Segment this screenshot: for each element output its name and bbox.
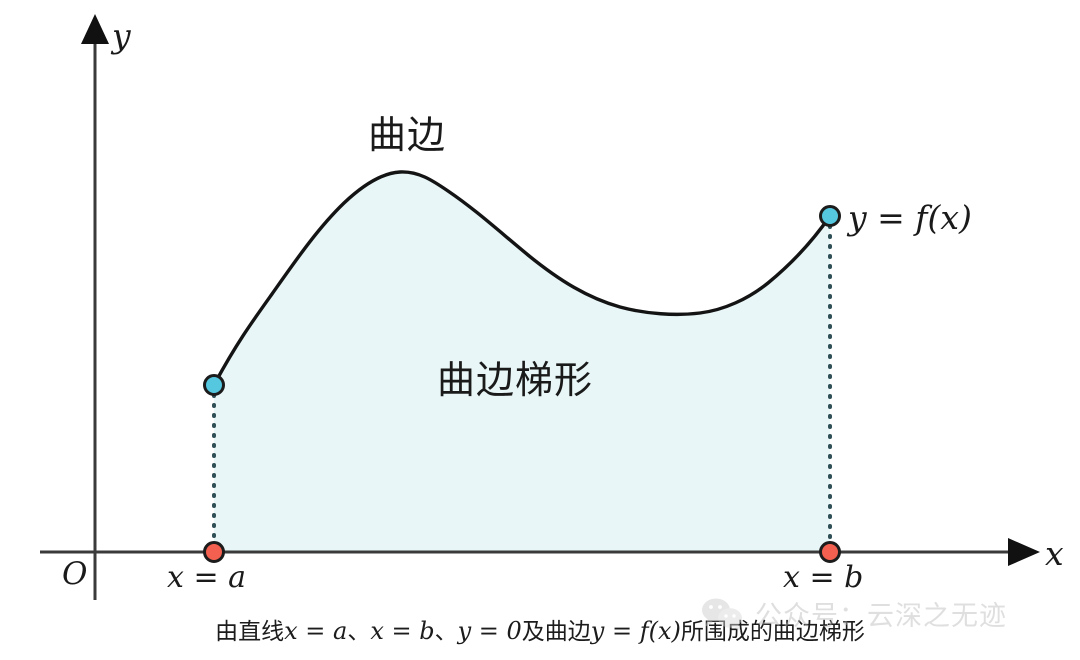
caption-separator-1: 、 <box>347 618 371 644</box>
y-axis-label: y <box>112 16 131 55</box>
x-axis-arrowhead <box>1008 538 1040 566</box>
region-fill <box>214 171 830 553</box>
label-function-equation: y = f(x) <box>848 198 972 237</box>
label-region-name: 曲边梯形 <box>437 360 594 402</box>
function-curve <box>212 170 832 387</box>
x-axis-label: x <box>1045 534 1064 573</box>
point-b-on-curve <box>819 205 841 227</box>
caption-part-3: 所围成的曲边梯形 <box>680 618 865 644</box>
origin-label: O <box>62 556 88 592</box>
point-a-on-axis <box>203 541 225 563</box>
label-curve-edge: 曲边 <box>368 115 447 157</box>
point-a-on-curve <box>203 374 225 396</box>
label-x-equals-b: x = b <box>783 560 864 595</box>
caption-math-2: x = b <box>370 617 435 645</box>
point-b-on-axis <box>819 541 841 563</box>
caption-math-4: y = f(x) <box>590 617 681 645</box>
y-axis-arrowhead <box>81 14 109 44</box>
figure-caption: 由直线x = a、x = b、y = 0及曲边y = f(x)所围成的曲边梯形 <box>0 612 1080 646</box>
caption-math-1: x = a <box>284 617 348 645</box>
caption-separator-2: 、 <box>434 618 458 644</box>
caption-part-2: 及曲边 <box>521 618 591 644</box>
label-x-equals-a: x = a <box>167 560 247 595</box>
caption-part-1: 由直线 <box>215 618 285 644</box>
caption-math-3: y = 0 <box>457 617 522 645</box>
